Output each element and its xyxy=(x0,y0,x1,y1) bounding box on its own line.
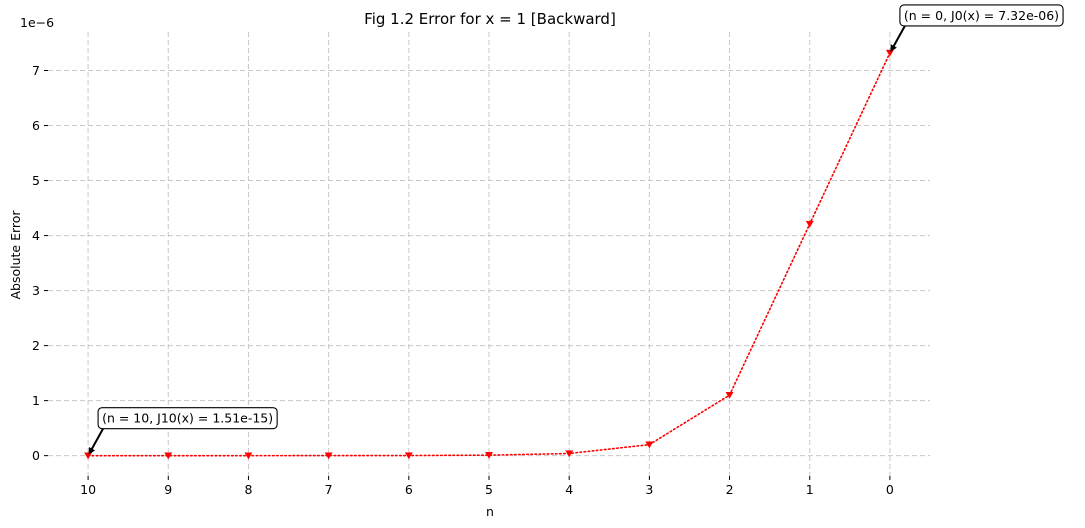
annotation-box xyxy=(97,407,278,430)
data-point xyxy=(805,220,814,228)
data-point xyxy=(404,452,413,460)
series-layer xyxy=(84,49,894,460)
y-tick-label: 1 xyxy=(32,393,40,408)
data-point xyxy=(645,441,654,449)
y-offset-label: 1e−6 xyxy=(20,15,54,30)
annotation-box xyxy=(899,4,1064,27)
annotation-text: (n = 10, J10(x) = 1.51e-15) xyxy=(102,411,273,426)
x-tick-label: 5 xyxy=(485,482,493,497)
data-point xyxy=(484,452,494,459)
x-tick-label: 8 xyxy=(244,482,252,497)
data-point xyxy=(324,452,333,460)
y-axis-ticks: 0 1 2 3 4 5 6 7 xyxy=(32,63,48,463)
data-point xyxy=(565,450,574,458)
y-tick-label: 0 xyxy=(32,448,40,463)
x-axis-ticks: 10 9 8 7 6 5 4 3 2 1 0 xyxy=(80,476,894,497)
annotation-arrow xyxy=(891,25,906,49)
annotation-text: (n = 0, J0(x) = 7.32e-06) xyxy=(904,8,1059,23)
data-point xyxy=(725,391,734,399)
x-tick-label: 6 xyxy=(405,482,413,497)
x-tick-label: 10 xyxy=(80,482,96,497)
y-tick-label: 7 xyxy=(32,63,40,78)
y-tick-label: 6 xyxy=(32,118,40,133)
y-axis-label: Absolute Error xyxy=(8,210,23,300)
data-point xyxy=(164,452,173,460)
x-tick-label: 4 xyxy=(565,482,573,497)
series-line xyxy=(87,52,891,457)
x-tick-label: 9 xyxy=(164,482,172,497)
data-point xyxy=(84,452,93,460)
annotation-arrow xyxy=(89,428,104,452)
data-point xyxy=(244,452,253,460)
annotation: (n = 10, J10(x) = 1.51e-15) xyxy=(88,407,278,455)
annotation: (n = 0, J0(x) = 7.32e-06) xyxy=(890,4,1064,53)
y-tick-label: 4 xyxy=(32,228,40,243)
y-tick-label: 5 xyxy=(32,173,40,188)
grid-lines xyxy=(48,32,930,476)
x-tick-label: 0 xyxy=(886,482,894,497)
annotation-arrowhead xyxy=(88,446,96,455)
annotations: (n = 10, J10(x) = 1.51e-15) (n = 0, J0(x)… xyxy=(88,4,1064,455)
chart-title: Fig 1.2 Error for x = 1 [Backward] xyxy=(364,10,616,28)
y-tick-label: 2 xyxy=(32,338,40,353)
x-tick-label: 7 xyxy=(325,482,333,497)
data-point xyxy=(885,49,894,57)
y-tick-label: 3 xyxy=(32,283,40,298)
x-tick-label: 3 xyxy=(645,482,653,497)
x-tick-label: 1 xyxy=(806,482,814,497)
x-tick-label: 2 xyxy=(726,482,734,497)
x-axis-label: n xyxy=(486,504,494,519)
annotation-arrowhead xyxy=(890,44,897,53)
